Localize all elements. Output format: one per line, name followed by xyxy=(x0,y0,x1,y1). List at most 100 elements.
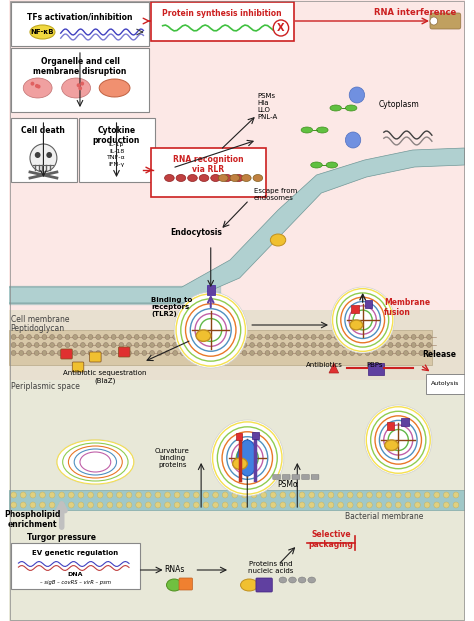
Circle shape xyxy=(290,492,295,498)
Circle shape xyxy=(357,343,362,348)
Circle shape xyxy=(257,343,262,348)
Circle shape xyxy=(219,343,224,348)
Circle shape xyxy=(405,502,411,508)
Circle shape xyxy=(376,492,382,498)
Circle shape xyxy=(453,492,459,498)
Circle shape xyxy=(273,350,278,355)
Circle shape xyxy=(165,335,170,340)
Circle shape xyxy=(280,492,286,498)
Circle shape xyxy=(11,492,17,498)
Ellipse shape xyxy=(222,175,232,181)
Text: RNAs: RNAs xyxy=(164,565,184,574)
Circle shape xyxy=(88,502,93,508)
Circle shape xyxy=(376,502,382,508)
Circle shape xyxy=(11,502,17,508)
Circle shape xyxy=(334,350,339,355)
Circle shape xyxy=(346,132,361,148)
Circle shape xyxy=(96,350,100,355)
Circle shape xyxy=(366,492,372,498)
Circle shape xyxy=(30,492,36,498)
Bar xyxy=(401,418,409,426)
FancyBboxPatch shape xyxy=(90,352,101,362)
Ellipse shape xyxy=(219,175,228,181)
Ellipse shape xyxy=(330,105,342,111)
Circle shape xyxy=(88,335,93,340)
Circle shape xyxy=(405,492,411,498)
Circle shape xyxy=(157,343,162,348)
Circle shape xyxy=(424,502,430,508)
Circle shape xyxy=(188,350,193,355)
Circle shape xyxy=(373,350,378,355)
Circle shape xyxy=(11,343,16,348)
Circle shape xyxy=(142,335,147,340)
Circle shape xyxy=(68,492,74,498)
Bar xyxy=(351,305,359,313)
Circle shape xyxy=(265,335,270,340)
Circle shape xyxy=(337,492,344,498)
Circle shape xyxy=(155,502,161,508)
Circle shape xyxy=(157,335,162,340)
Circle shape xyxy=(184,502,190,508)
Circle shape xyxy=(213,502,219,508)
Circle shape xyxy=(196,343,201,348)
Ellipse shape xyxy=(237,440,257,476)
FancyBboxPatch shape xyxy=(11,2,149,46)
Circle shape xyxy=(350,343,355,348)
Circle shape xyxy=(127,335,131,340)
Text: PSMs
Hla
LLO
PNL-A: PSMs Hla LLO PNL-A xyxy=(257,93,277,120)
Circle shape xyxy=(227,343,231,348)
Circle shape xyxy=(196,335,201,340)
Circle shape xyxy=(49,492,55,498)
Circle shape xyxy=(181,335,185,340)
Circle shape xyxy=(88,492,93,498)
FancyBboxPatch shape xyxy=(256,578,272,592)
Circle shape xyxy=(96,343,100,348)
Circle shape xyxy=(342,350,347,355)
Circle shape xyxy=(357,492,363,498)
Circle shape xyxy=(80,87,83,91)
Circle shape xyxy=(20,492,26,498)
Circle shape xyxy=(357,350,362,355)
Circle shape xyxy=(173,343,178,348)
Circle shape xyxy=(347,502,353,508)
Circle shape xyxy=(381,343,385,348)
Circle shape xyxy=(181,350,185,355)
Text: Periplasmic space: Periplasmic space xyxy=(11,382,80,391)
Circle shape xyxy=(434,492,439,498)
Ellipse shape xyxy=(62,78,91,98)
Circle shape xyxy=(419,335,424,340)
Bar xyxy=(252,432,259,439)
Text: Proteins and
nucleic acids: Proteins and nucleic acids xyxy=(248,561,293,574)
Circle shape xyxy=(150,343,155,348)
Circle shape xyxy=(386,492,392,498)
Ellipse shape xyxy=(253,175,263,181)
Circle shape xyxy=(319,350,324,355)
Circle shape xyxy=(365,335,370,340)
Circle shape xyxy=(211,350,216,355)
FancyBboxPatch shape xyxy=(292,474,300,479)
Circle shape xyxy=(386,502,392,508)
Circle shape xyxy=(327,343,331,348)
Circle shape xyxy=(388,335,393,340)
Circle shape xyxy=(281,343,285,348)
Circle shape xyxy=(78,492,84,498)
Circle shape xyxy=(234,343,239,348)
Circle shape xyxy=(73,335,78,340)
Text: PSMα: PSMα xyxy=(277,480,298,489)
Circle shape xyxy=(296,335,301,340)
Circle shape xyxy=(434,502,439,508)
Circle shape xyxy=(396,343,401,348)
Text: RNA recognition
via RLR: RNA recognition via RLR xyxy=(173,155,243,175)
Circle shape xyxy=(251,492,257,498)
Circle shape xyxy=(119,335,124,340)
FancyBboxPatch shape xyxy=(283,474,290,479)
Circle shape xyxy=(19,343,24,348)
Ellipse shape xyxy=(166,579,182,591)
Circle shape xyxy=(111,350,116,355)
Circle shape xyxy=(273,20,289,36)
Ellipse shape xyxy=(234,175,244,181)
Text: IL-1β
IL-18
TNF-α
IFN-γ: IL-1β IL-18 TNF-α IFN-γ xyxy=(107,142,126,167)
Text: EV genetic regulation: EV genetic regulation xyxy=(32,550,118,556)
Circle shape xyxy=(65,343,70,348)
Circle shape xyxy=(88,350,93,355)
